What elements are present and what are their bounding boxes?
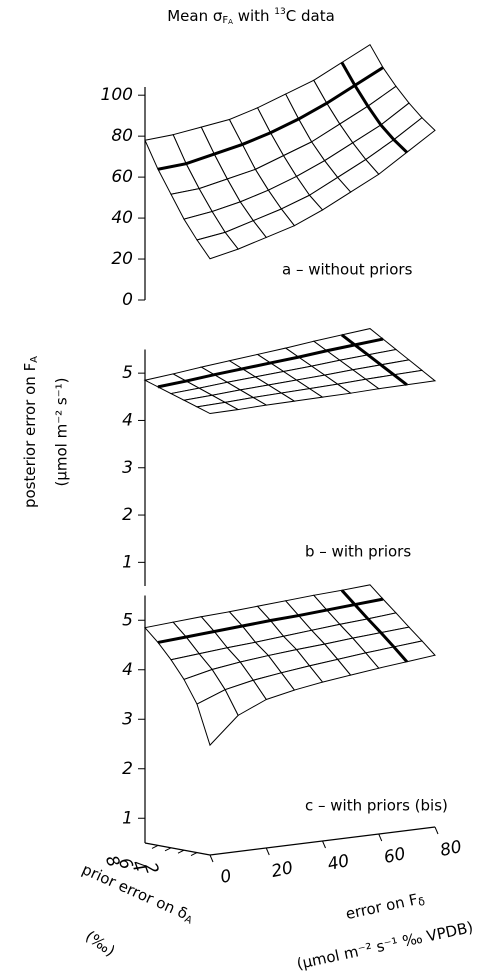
- z-tick-label: 100: [101, 85, 133, 105]
- z-tick-label: 4: [122, 660, 133, 680]
- x-tick-label: 40: [326, 851, 351, 875]
- highlight-line: [157, 337, 384, 389]
- label-part: A: [183, 914, 194, 927]
- z-tick-label: 80: [111, 126, 133, 146]
- highlight-line: [157, 597, 384, 644]
- y-tick: [151, 844, 159, 849]
- surface-cell: [196, 689, 239, 747]
- z-tick-label: 3: [122, 458, 133, 478]
- title-part: C data: [286, 7, 335, 25]
- z-tick-label: 20: [111, 249, 133, 269]
- x-tick: [434, 826, 439, 835]
- z-tick-label: 5: [122, 610, 133, 630]
- x-tick-label: 20: [270, 858, 295, 882]
- x-tick-label: 80: [438, 837, 463, 861]
- y-axis: [144, 842, 211, 856]
- surface-cell: [196, 231, 239, 260]
- z-tick-label: 2: [122, 505, 133, 525]
- highlight-line: [157, 66, 384, 171]
- z-axis-unit: (μmol m⁻² s⁻¹): [53, 377, 71, 486]
- z-tick-label: 4: [122, 410, 133, 430]
- surface-cell: [195, 401, 240, 415]
- chart-title: Mean σFA with 13C data: [167, 7, 335, 27]
- z-tick-label: 40: [111, 208, 133, 228]
- title-part: with: [233, 7, 274, 25]
- x-tick-label: 60: [382, 844, 407, 868]
- z-tick-label: 3: [122, 709, 133, 729]
- x-tick: [378, 833, 383, 842]
- highlight-line: [340, 61, 408, 154]
- z-axis-label: posterior error on FA: [21, 356, 41, 508]
- highlight-line: [340, 589, 409, 663]
- x-tick: [209, 854, 214, 863]
- y-tick: [190, 852, 198, 857]
- z-tick-label: 60: [111, 167, 133, 187]
- title-part: F: [222, 15, 228, 26]
- z-tick-label: 5: [122, 363, 133, 383]
- x-tick: [322, 840, 326, 849]
- y-tick: [164, 847, 172, 852]
- x-tick-label: 0: [219, 866, 234, 888]
- title-part: 13: [274, 7, 285, 17]
- panel-annotation: a – without priors: [282, 261, 413, 279]
- y-tick: [177, 849, 185, 854]
- label-part: posterior error on F: [21, 363, 39, 508]
- panel-annotation: c – with priors (bis): [305, 797, 448, 815]
- z-tick-label: 1: [122, 552, 133, 572]
- z-tick-label: 2: [122, 759, 133, 779]
- label-part: δ: [417, 895, 427, 909]
- x-tick: [265, 847, 270, 856]
- z-tick-label: 1: [122, 808, 133, 828]
- z-tick-label: 0: [122, 290, 133, 310]
- label-part: A: [29, 356, 40, 363]
- highlight-line: [340, 333, 408, 386]
- title-part: A: [228, 18, 233, 26]
- title-part: Mean σ: [167, 7, 223, 25]
- panel-annotation: b – with priors: [305, 543, 411, 561]
